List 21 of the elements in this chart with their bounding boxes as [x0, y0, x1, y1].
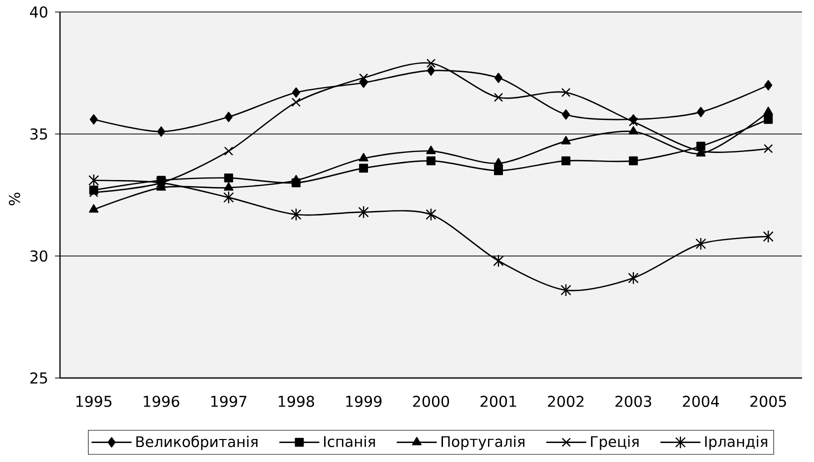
legend-label: Іспанія: [324, 436, 375, 448]
legend-label: Великобританія: [136, 436, 258, 450]
x-tick-label: 1996: [144, 396, 180, 408]
x-tick-label: 2005: [750, 396, 786, 408]
y-tick-label: 30: [30, 250, 48, 262]
x-tick-label: 2002: [548, 396, 584, 408]
y-tick-label: 25: [30, 372, 47, 384]
x-tick-label: 2003: [615, 396, 652, 408]
x-tick-label: 2000: [413, 396, 450, 408]
y-tick-label: 35: [30, 128, 47, 140]
legend-label: Португалія: [442, 436, 524, 450]
legend-label: Греція: [591, 436, 639, 450]
x-tick-label: 1999: [346, 396, 382, 408]
y-axis-title: %: [8, 192, 20, 206]
x-tick-label: 1998: [278, 396, 314, 408]
y-tick-label: 40: [30, 6, 48, 18]
x-tick-label: 1997: [211, 396, 246, 408]
x-tick-label: 1995: [76, 396, 112, 408]
x-tick-label: 2004: [682, 396, 719, 408]
x-tick-label: 2001: [480, 396, 516, 408]
legend-label: Ірландія: [705, 436, 768, 450]
